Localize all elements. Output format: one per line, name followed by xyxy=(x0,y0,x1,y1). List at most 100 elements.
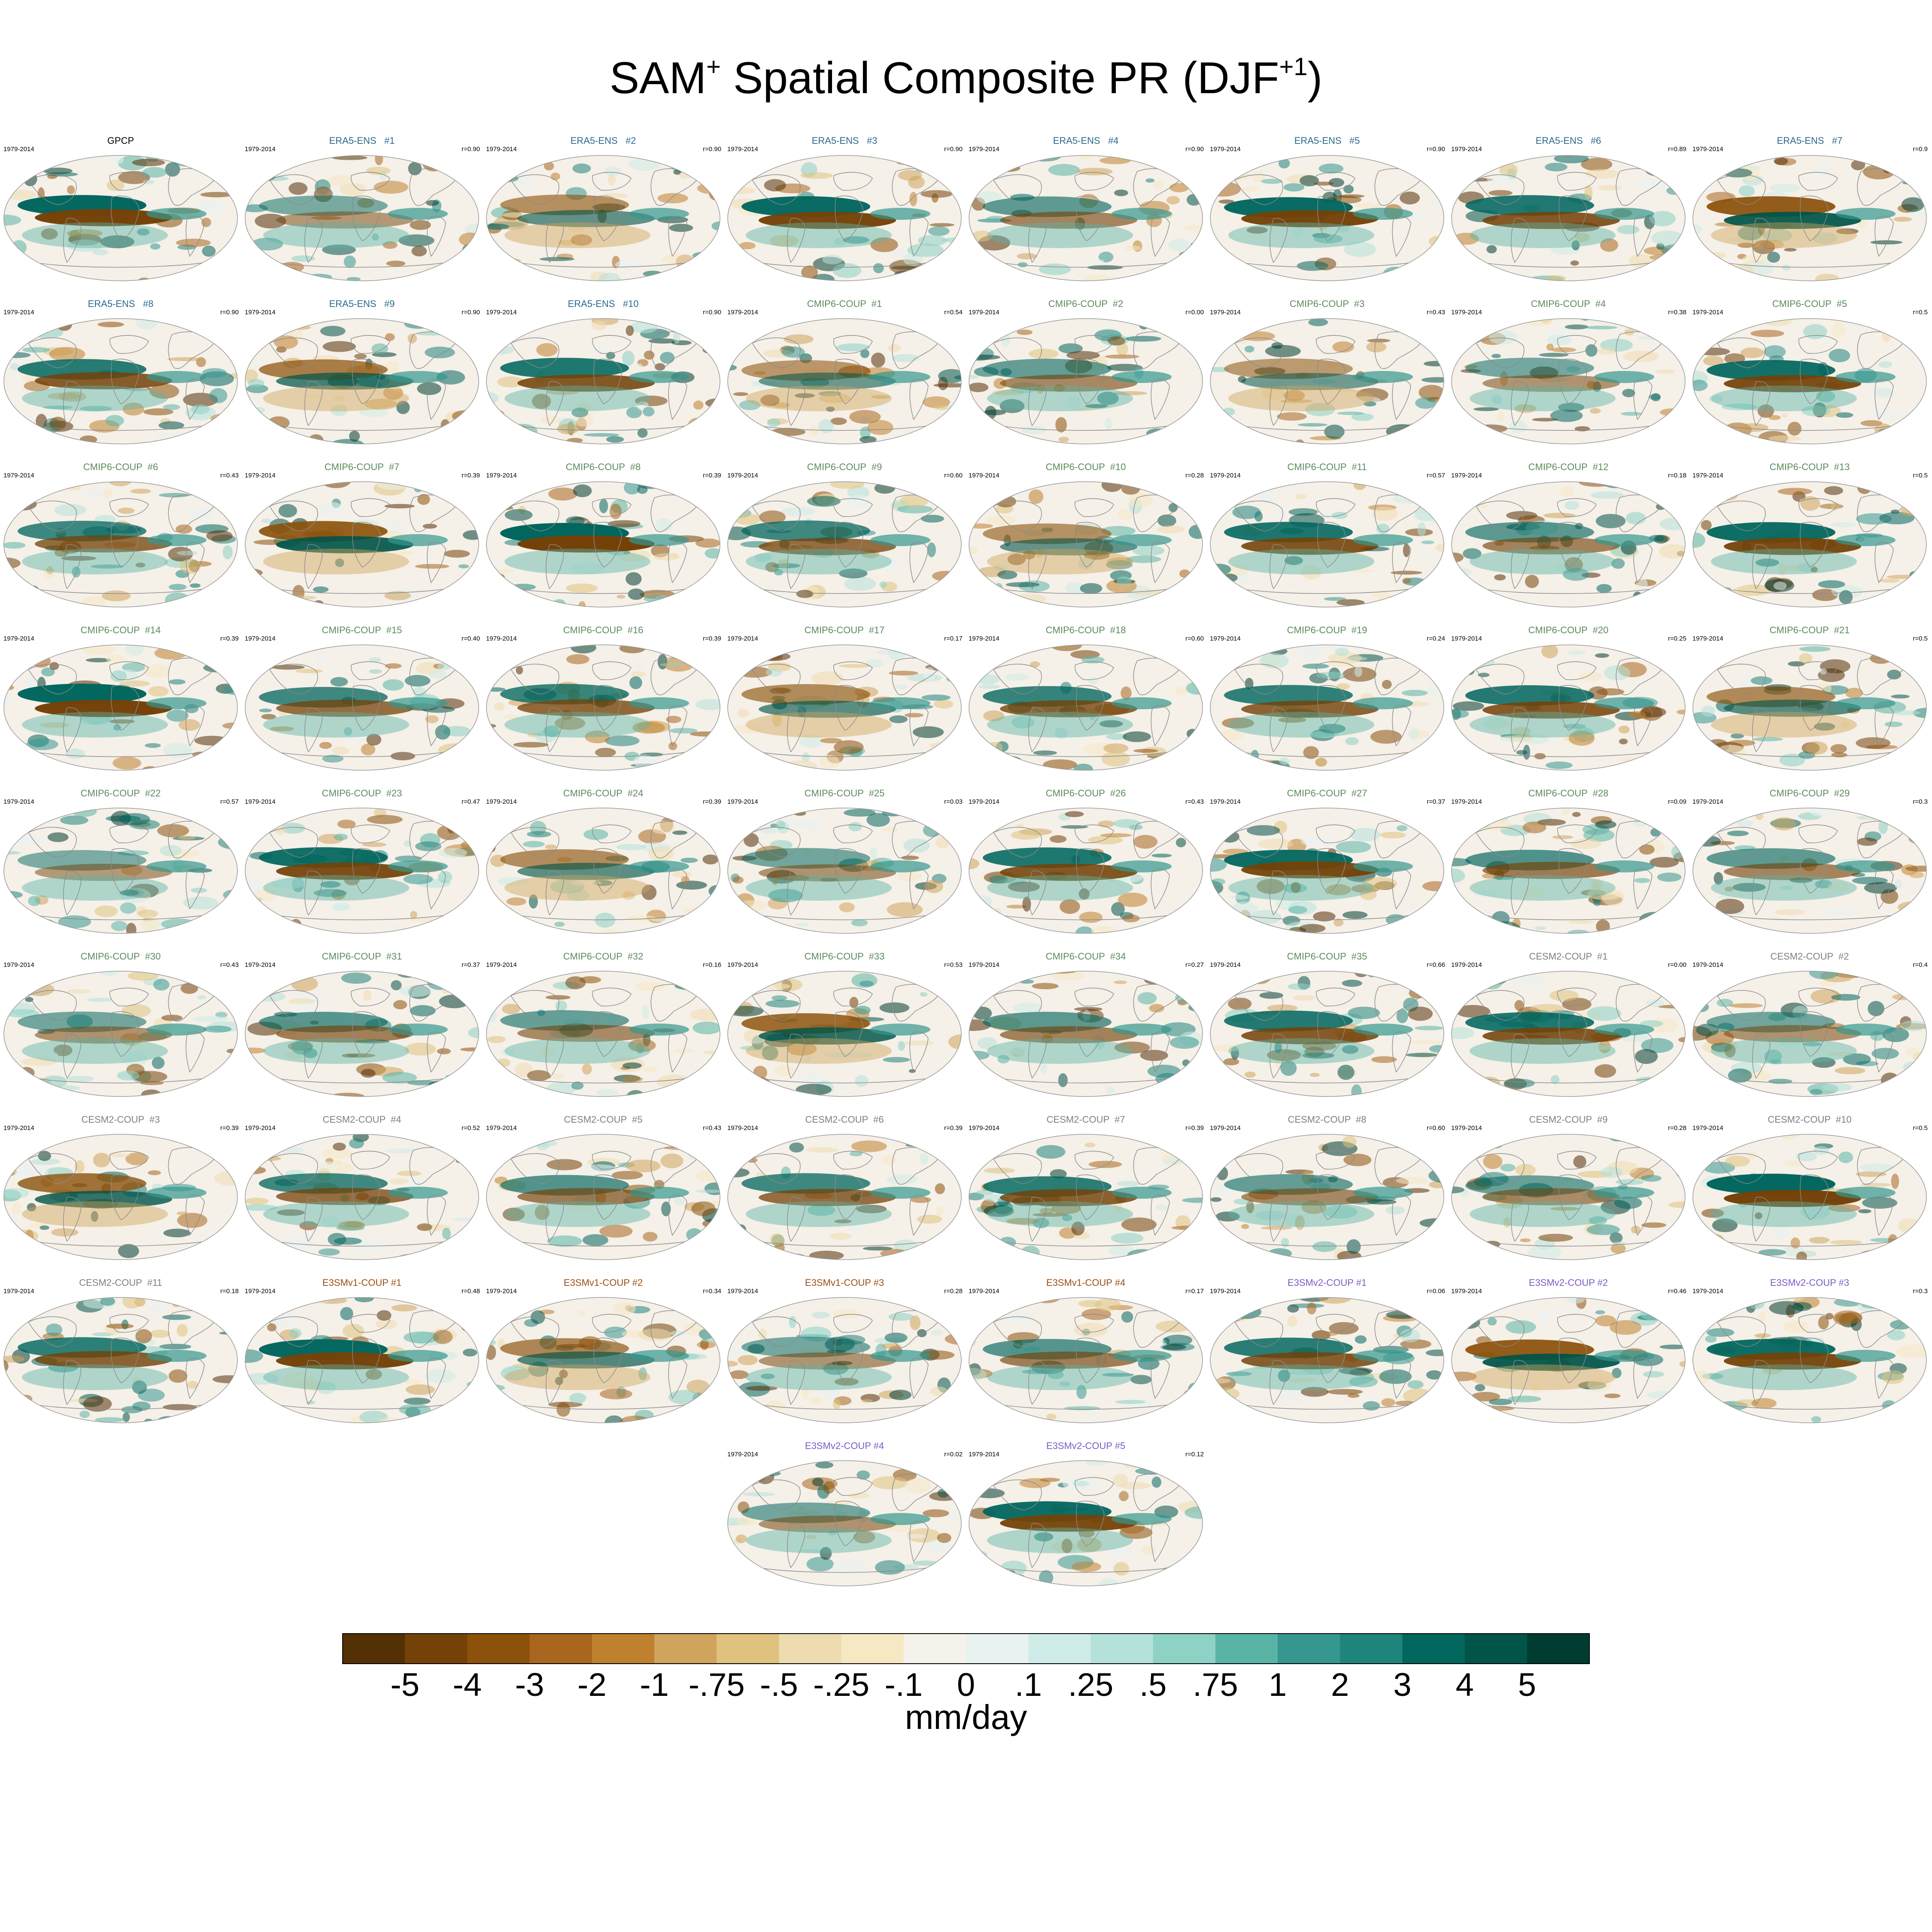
anomaly-blob xyxy=(39,1225,49,1230)
anomaly-blob xyxy=(1596,584,1612,593)
anomaly-blob xyxy=(1830,522,1856,527)
panel-correlation: r=0.18 xyxy=(220,1288,239,1295)
anomaly-blob xyxy=(1050,1169,1067,1179)
coastline xyxy=(510,827,559,858)
anomaly-blob xyxy=(1425,1349,1444,1356)
anomaly-blob xyxy=(1492,354,1501,358)
anomaly-blob xyxy=(246,384,268,393)
anomaly-blob xyxy=(125,1152,148,1166)
anomaly-blob xyxy=(425,1369,456,1383)
coastline xyxy=(1557,824,1597,843)
anomaly-blob xyxy=(1651,231,1685,246)
anomaly-blob xyxy=(822,255,843,264)
anomaly-band xyxy=(1228,1364,1374,1390)
panel-title: CESM2-COUP #5 xyxy=(564,1114,643,1125)
anomaly-blob xyxy=(435,319,444,325)
coastline xyxy=(1476,1240,1661,1247)
anomaly-blob xyxy=(270,726,294,732)
anomaly-blob xyxy=(1364,401,1376,407)
anomaly-blob xyxy=(622,1076,643,1082)
coastline xyxy=(993,1240,1179,1247)
anomaly-blob xyxy=(1039,1208,1054,1214)
anomaly-blob xyxy=(20,1394,33,1403)
anomaly-blob xyxy=(398,155,419,159)
anomaly-blob xyxy=(1288,983,1311,990)
anomaly-blob xyxy=(851,1140,887,1152)
anomaly-blob xyxy=(662,253,696,265)
anomaly-blob xyxy=(417,382,441,395)
coastline xyxy=(352,848,381,894)
anomaly-blob xyxy=(969,523,993,529)
anomaly-blob xyxy=(1434,194,1442,208)
coastline xyxy=(510,750,696,757)
anomaly-band xyxy=(1594,371,1654,383)
anomaly-blob xyxy=(616,844,647,851)
anomaly-blob xyxy=(1328,652,1362,664)
anomaly-blob xyxy=(1125,336,1161,342)
anomaly-blob xyxy=(291,976,318,991)
coastline xyxy=(546,218,564,263)
anomaly-blob xyxy=(1572,812,1581,817)
robinson-map xyxy=(486,971,720,1097)
map-outline xyxy=(727,155,962,281)
anomaly-blob xyxy=(57,1207,70,1212)
panel-period: 1979-2014 xyxy=(486,798,517,805)
map-outline xyxy=(486,1134,720,1260)
coastline xyxy=(668,542,687,583)
anomaly-blob xyxy=(1334,918,1344,927)
anomaly-blob xyxy=(391,550,413,556)
panel-title: CMIP6-COUP #7 xyxy=(324,462,400,472)
coastline xyxy=(1151,542,1170,583)
anomaly-blob xyxy=(1306,645,1325,650)
anomaly-blob xyxy=(386,261,406,267)
anomaly-blob xyxy=(672,830,687,835)
anomaly-blob xyxy=(1634,878,1650,883)
coastline xyxy=(269,1240,455,1247)
anomaly-blob xyxy=(245,171,275,182)
map-outline xyxy=(1210,155,1444,281)
panel-period: 1979-2014 xyxy=(727,798,758,805)
anomaly-blob xyxy=(58,915,91,928)
anomaly-blob xyxy=(437,808,453,820)
anomaly-blob xyxy=(174,1252,197,1260)
anomaly-blob xyxy=(437,662,451,670)
anomaly-blob xyxy=(427,975,452,990)
anomaly-blob xyxy=(1839,590,1853,605)
anomaly-blob xyxy=(47,174,58,179)
anomaly-blob xyxy=(245,267,250,275)
coastline xyxy=(751,664,801,695)
anomaly-blob xyxy=(486,815,505,828)
panel-correlation: r=0.46 xyxy=(1668,1288,1686,1295)
coastline xyxy=(351,172,390,191)
anomaly-blob xyxy=(495,928,524,933)
anomaly-blob xyxy=(4,1143,38,1150)
anomaly-blob xyxy=(1666,186,1683,195)
panel-title: ERA5-ENS #1 xyxy=(329,135,395,146)
anomaly-blob xyxy=(544,161,554,170)
anomaly-blob xyxy=(261,1142,274,1154)
panel-title: CMIP6-COUP #20 xyxy=(1528,625,1609,635)
anomaly-blob xyxy=(1400,1329,1420,1343)
panel-title: CMIP6-COUP #8 xyxy=(565,462,641,472)
panel-correlation: r=0.90 xyxy=(1427,146,1445,153)
anomaly-blob xyxy=(693,400,704,410)
anomaly-blob xyxy=(1111,902,1125,916)
anomaly-blob xyxy=(1682,1058,1685,1074)
anomaly-blob xyxy=(1058,437,1069,442)
anomaly-blob xyxy=(79,490,103,497)
coastline xyxy=(27,174,77,205)
robinson-map xyxy=(727,318,962,444)
anomaly-blob xyxy=(1129,930,1137,933)
anomaly-blob xyxy=(1176,1576,1203,1586)
anomaly-blob xyxy=(1580,1371,1591,1377)
colorbar-swatch xyxy=(717,1634,779,1664)
anomaly-blob xyxy=(1640,707,1666,717)
coastline xyxy=(1633,216,1653,257)
anomaly-blob xyxy=(1706,1328,1735,1337)
coastline xyxy=(592,661,632,680)
map-outline xyxy=(727,971,962,1097)
anomaly-blob xyxy=(1166,196,1180,205)
anomaly-blob xyxy=(648,846,674,862)
coastline xyxy=(668,1031,687,1073)
anomaly-blob xyxy=(61,556,97,561)
